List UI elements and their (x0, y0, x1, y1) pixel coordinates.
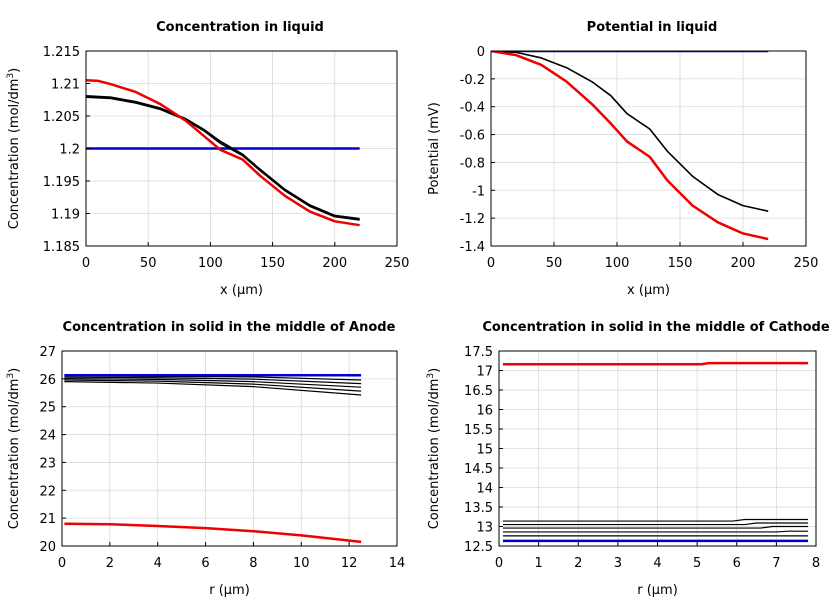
x-tick-label: 0 (82, 256, 90, 271)
y-tick-label: 13.5 (464, 501, 493, 516)
y-tick-label: 1.21 (51, 78, 80, 93)
series-line-3 (502, 525, 809, 529)
series-line-3 (86, 96, 360, 221)
y-tick-label: 15.5 (464, 423, 493, 438)
y-tick-label: 1.2 (59, 143, 80, 158)
x-axis-label: x (µm) (627, 283, 670, 298)
y-tick-label: 0 (477, 45, 485, 60)
series-line-5 (64, 381, 362, 396)
y-tick-label: 1.215 (43, 45, 80, 60)
y-tick-label: 17 (476, 365, 493, 380)
x-tick-label: 2 (106, 556, 114, 571)
y-tick-label: -1.4 (460, 240, 485, 255)
y-tick-label: 16 (476, 404, 493, 419)
y-tick-label: 25 (39, 401, 56, 416)
y-tick-label: 14.5 (464, 462, 493, 477)
x-tick-label: 50 (546, 256, 563, 271)
x-tick-label: 1 (534, 556, 542, 571)
chart-title: Potential in liquid (587, 20, 718, 35)
x-tick-label: 150 (260, 256, 285, 271)
series-line-3 (64, 377, 362, 388)
x-axis-label: r (µm) (637, 583, 678, 598)
series-line-3 (491, 51, 769, 241)
x-tick-label: 250 (385, 256, 410, 271)
y-tick-label: 22 (39, 484, 56, 499)
x-tick-label: 4 (653, 556, 661, 571)
y-axis-label: Concentration (mol/dm3) (6, 68, 22, 230)
x-tick-label: 6 (201, 556, 209, 571)
y-tick-label: 21 (39, 512, 56, 527)
x-tick-label: 200 (322, 256, 347, 271)
x-tick-label: 4 (154, 556, 162, 571)
chart-title: Concentration in liquid (156, 20, 324, 35)
chart-panel-4: 0 1 2 3 4 5 6 7 8 12.5 13 13.5 14 14.5 15 15.5 16 16.5 17 1… (426, 320, 830, 598)
series-line-2 (491, 51, 769, 212)
x-tick-label: 200 (731, 256, 756, 271)
series-line-2 (86, 95, 360, 220)
y-tick-label: -0.6 (460, 129, 485, 144)
x-tick-label: 8 (812, 556, 820, 571)
y-tick-label: 20 (39, 540, 56, 555)
y-tick-label: 1.205 (43, 110, 80, 125)
y-axis-label: Concentration (mol/dm3) (6, 368, 22, 530)
y-tick-label: -1 (472, 184, 485, 199)
chart-panel-3: 0 2 4 6 8 10 12 142021222324252627Concentration… (6, 320, 405, 598)
x-axis-label: x (µm) (220, 283, 263, 298)
y-tick-label: -1.2 (460, 212, 485, 227)
y-tick-label: 26 (39, 373, 56, 388)
series-line-1 (502, 518, 809, 522)
y-tick-label: 1.19 (51, 208, 80, 223)
x-tick-label: 100 (605, 256, 630, 271)
x-tick-label: 7 (772, 556, 780, 571)
series-line-4 (64, 379, 362, 392)
chart-title: Concentration in solid in the middle of … (63, 320, 396, 335)
x-tick-label: 6 (733, 556, 741, 571)
y-tick-label: 24 (39, 429, 56, 444)
chart-panel-1: 0 50 100 150 200 250 1.185 1.19 1.195 1.2 1.205 1.2… (6, 20, 409, 298)
x-axis-label: r (µm) (209, 583, 250, 598)
x-tick-label: 50 (140, 256, 157, 271)
x-tick-label: 10 (293, 556, 310, 571)
y-tick-label: 13 (476, 521, 493, 536)
x-tick-label: 12 (341, 556, 358, 571)
plot-frame (61, 350, 398, 547)
chart-title: Concentration in solid in the middle of … (482, 320, 830, 335)
x-tick-label: 0 (58, 556, 66, 571)
x-tick-label: 250 (794, 256, 819, 271)
series-line-2 (64, 376, 362, 385)
y-tick-label: 17.5 (464, 345, 493, 360)
y-tick-label: 1.195 (43, 175, 80, 190)
y-tick-label: -0.2 (460, 73, 485, 88)
series-line-4 (502, 530, 809, 533)
x-tick-label: 0 (487, 256, 495, 271)
chart-panel-2: 0 50 100 150 200 250 0 -0.2 -0.4 -0.6 -0.8 -1 -1.2 -1… (427, 20, 818, 298)
series-line-7 (64, 522, 362, 544)
series-line-4 (86, 79, 360, 227)
y-tick-label: 1.185 (43, 240, 80, 255)
x-tick-label: 2 (574, 556, 582, 571)
x-tick-label: 5 (693, 556, 701, 571)
y-tick-label: 27 (39, 345, 56, 360)
y-tick-label: 14 (476, 482, 493, 497)
x-tick-label: 0 (495, 556, 503, 571)
x-tick-label: 14 (389, 556, 406, 571)
y-axis-label: Potential (mV) (427, 102, 442, 195)
y-tick-label: 12.5 (464, 540, 493, 555)
y-tick-label: 15 (476, 443, 493, 458)
y-tick-label: -0.4 (460, 101, 485, 116)
x-tick-label: 150 (668, 256, 693, 271)
y-tick-label: 23 (39, 456, 56, 471)
series-line-7 (502, 361, 809, 366)
x-tick-label: 8 (249, 556, 257, 571)
y-tick-label: 16.5 (464, 384, 493, 399)
x-tick-label: 100 (198, 256, 223, 271)
y-axis-label: Concentration (mol/dm3) (426, 368, 442, 530)
plot-frame (490, 50, 807, 247)
series-line-2 (502, 522, 809, 526)
x-tick-label: 3 (614, 556, 622, 571)
y-tick-label: -0.8 (460, 156, 485, 171)
